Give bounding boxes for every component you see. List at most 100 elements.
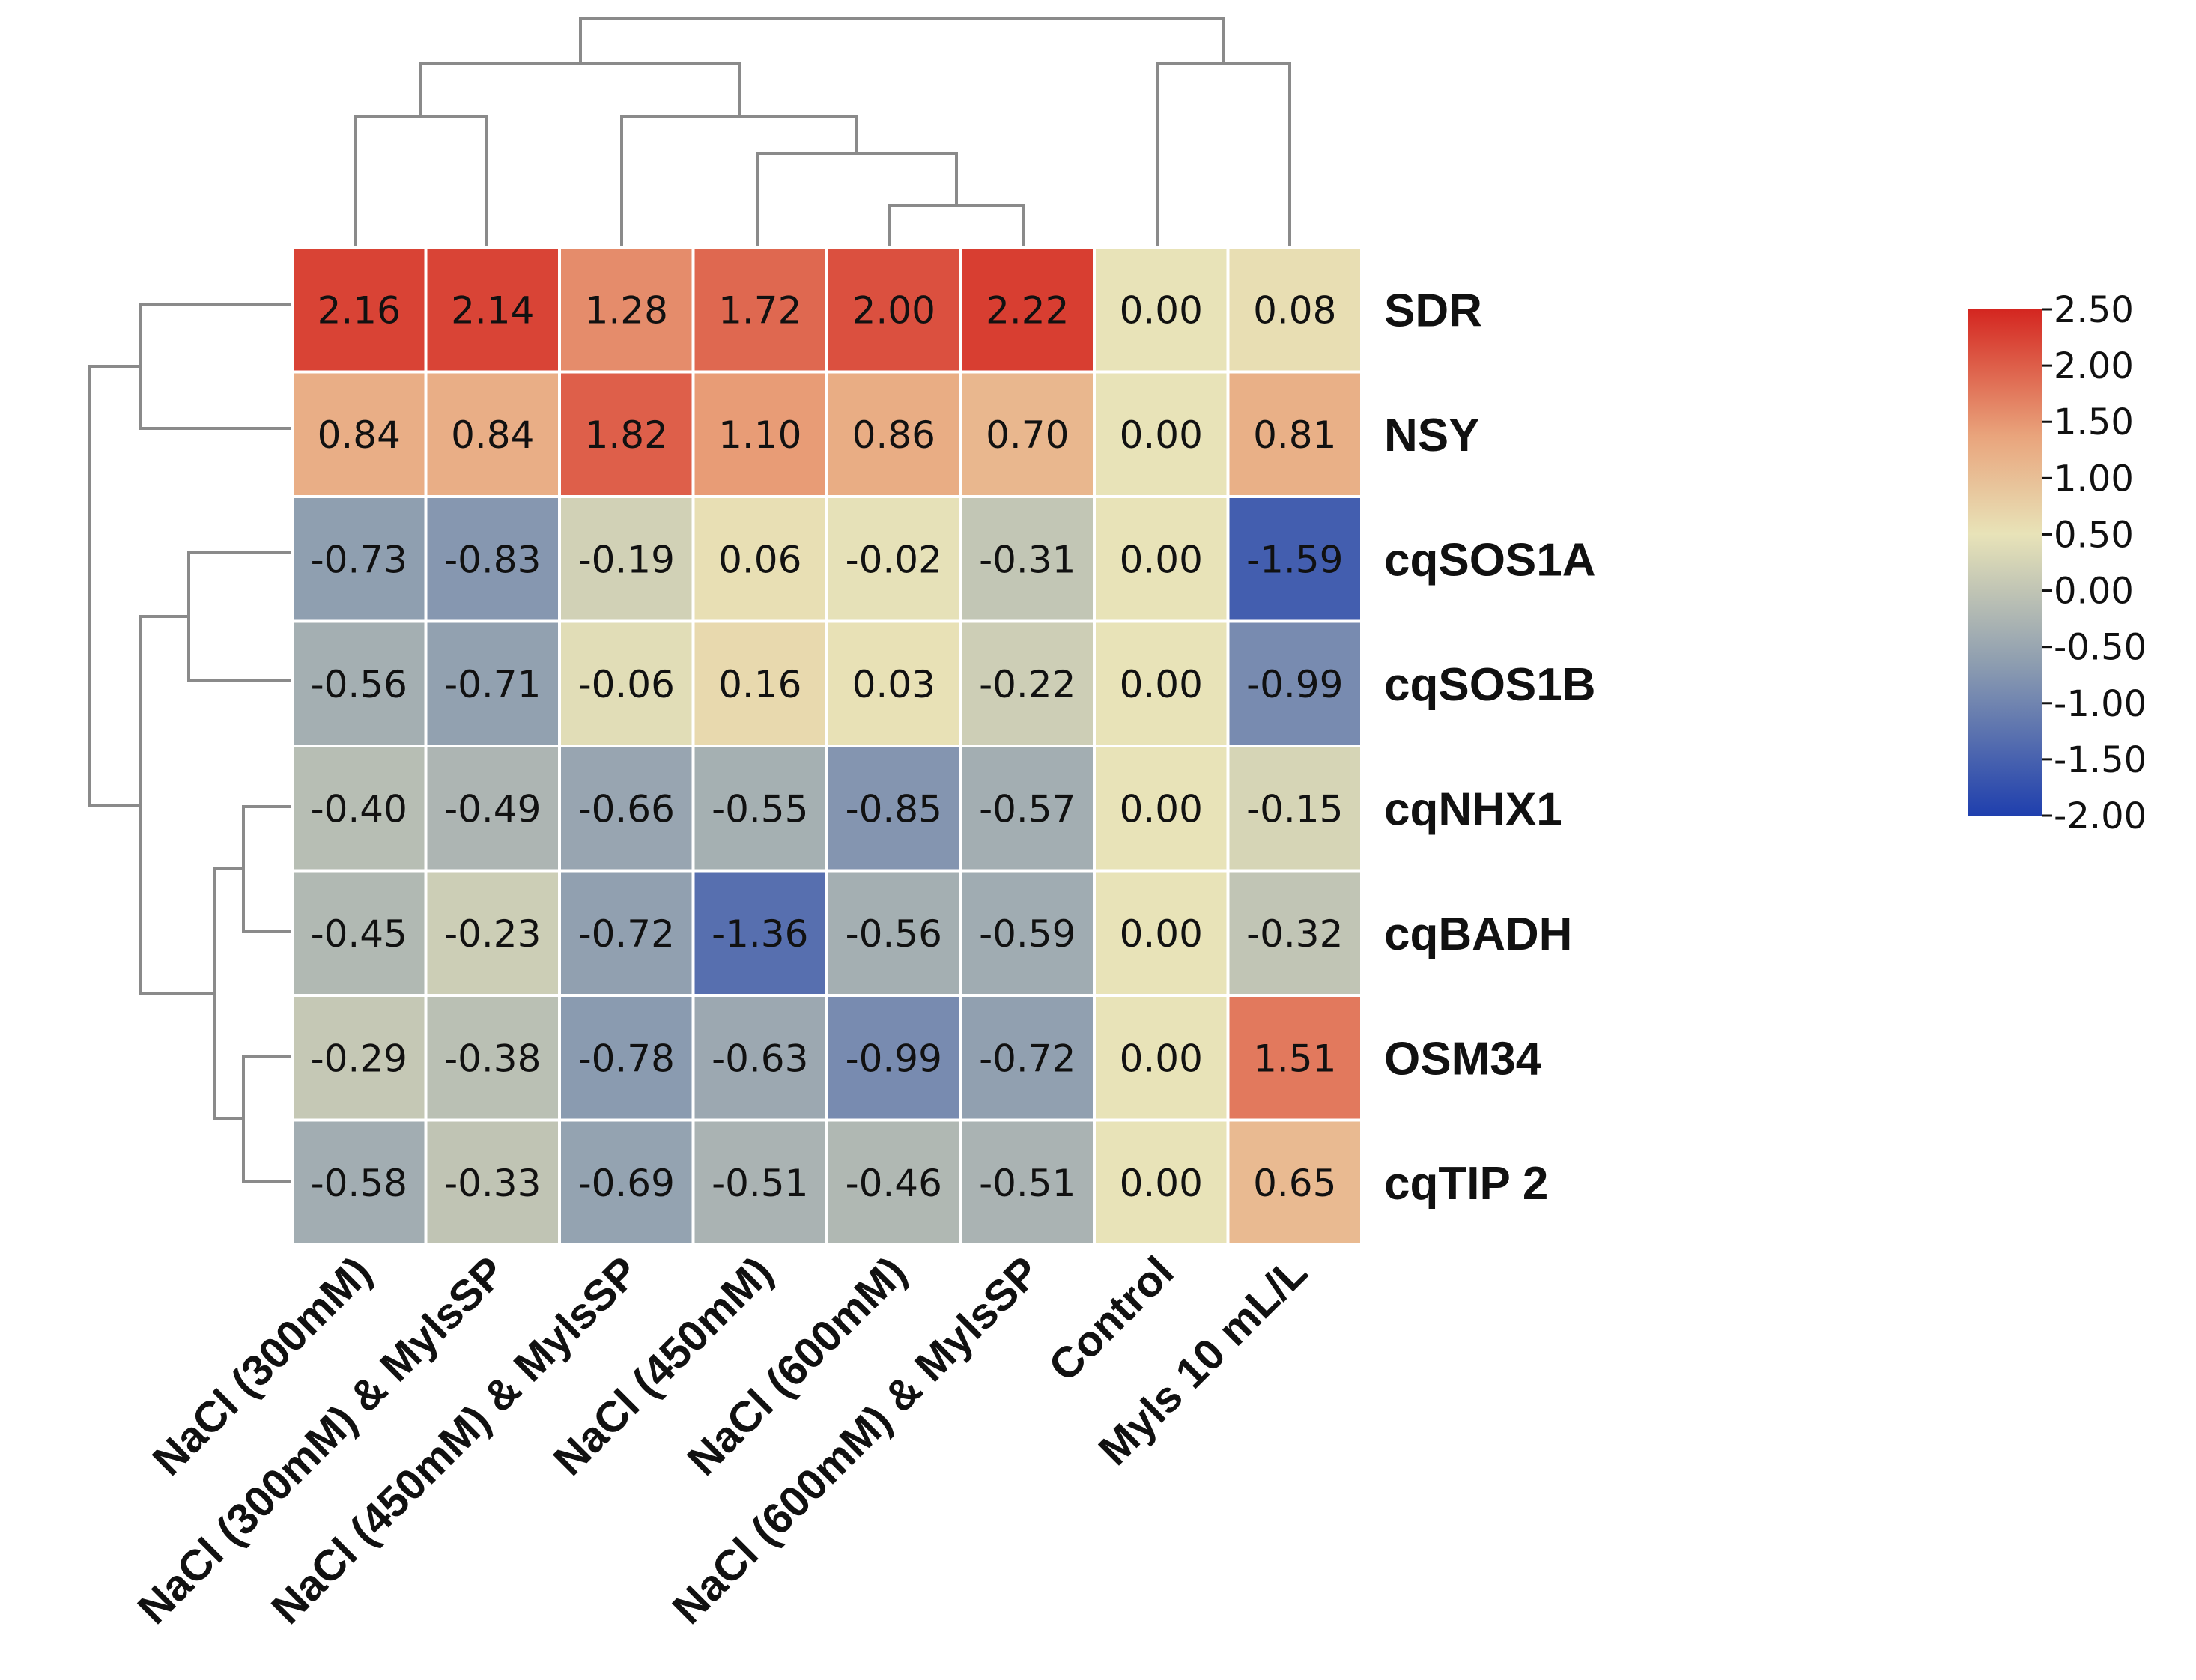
cell-value-label: 1.51 <box>1253 1037 1336 1080</box>
cell-value-label: -0.32 <box>1246 912 1343 956</box>
row-labels: SDR NSY cqSOS1A cqSOS1B cqNHX1 cqBADH OSM34 cqT… <box>1384 285 1596 1210</box>
row-label: cqNHX1 <box>1384 783 1562 835</box>
heatmap-cell <box>959 495 1096 623</box>
heatmap-cell <box>291 246 428 374</box>
heatmap-cell <box>1226 869 1363 997</box>
heatmap-cell <box>1226 745 1363 873</box>
cell-value-label: 2.16 <box>318 288 401 332</box>
row-label: cqSOS1A <box>1384 534 1596 586</box>
row-label: cqBADH <box>1384 909 1572 960</box>
heatmap-cell <box>825 619 962 747</box>
cell-value-label: 0.65 <box>1253 1162 1336 1205</box>
heatmap-cell <box>959 869 1096 997</box>
cell-value-label: -0.19 <box>578 538 675 581</box>
cell-value-label: -0.72 <box>578 912 675 956</box>
heatmap-cell <box>691 1118 828 1246</box>
cell-value-label: 0.84 <box>451 413 534 457</box>
heatmap-cell <box>424 370 561 498</box>
heatmap-cell <box>959 994 1096 1122</box>
cell-value-label: -0.58 <box>311 1162 407 1205</box>
color-bar: 2.50 2.00 1.50 1.00 0.50 0.00 -0.50 -1.00 -1.50 -… <box>1968 289 2147 837</box>
cell-value-label: -0.38 <box>444 1037 541 1080</box>
cell-value-label: -0.51 <box>712 1162 808 1205</box>
row-label: NSY <box>1384 410 1479 461</box>
heatmap-cell <box>291 1118 428 1246</box>
cell-value-label: -1.36 <box>712 912 808 956</box>
heatmap-cell <box>1093 619 1230 747</box>
column-dendrogram <box>354 17 1291 247</box>
heatmap-cell <box>691 619 828 747</box>
heatmap-cells: 2.16 2.14 1.28 1.72 2.00 2.22 0.00 0.08 0.84 0.84… <box>291 246 1363 1246</box>
color-bar-tick-label: 2.00 <box>2054 345 2134 387</box>
color-bar-tick-label: -2.00 <box>2054 795 2147 837</box>
color-bar-tick-label: -1.50 <box>2054 739 2147 781</box>
heatmap-cell <box>1226 495 1363 623</box>
cell-value-label: 0.86 <box>852 413 935 457</box>
color-bar-tick-label: 2.50 <box>2054 289 2134 331</box>
cell-value-label: -0.66 <box>578 787 675 831</box>
cell-value-label: 1.28 <box>585 288 668 332</box>
cell-value-label: -0.72 <box>979 1037 1076 1080</box>
heatmap-cell <box>558 869 695 997</box>
heatmap-cell <box>424 495 561 623</box>
cell-value-label: -0.63 <box>712 1037 808 1080</box>
cell-value-label: 0.00 <box>1120 1162 1203 1205</box>
cell-value-label: -0.22 <box>979 663 1076 706</box>
cell-value-label: 2.22 <box>986 288 1069 332</box>
color-bar-tick-label: -1.00 <box>2054 683 2147 725</box>
heatmap-cell <box>959 246 1096 374</box>
heatmap-cell <box>1093 994 1230 1122</box>
cell-value-label: -0.40 <box>311 787 407 831</box>
cell-value-label: -0.56 <box>846 912 942 956</box>
color-bar-tick-label: -0.50 <box>2054 627 2147 669</box>
cell-value-label: -0.69 <box>578 1162 675 1205</box>
cell-value-label: -0.15 <box>1246 787 1343 831</box>
heatmap-cell <box>691 745 828 873</box>
cell-value-label: -0.46 <box>846 1162 942 1205</box>
heatmap-cell <box>825 1118 962 1246</box>
cell-value-label: 0.70 <box>986 413 1069 457</box>
cell-value-label: 0.16 <box>718 663 801 706</box>
cell-value-label: -0.99 <box>1246 663 1343 706</box>
cell-value-label: -0.99 <box>846 1037 942 1080</box>
color-bar-tick-label: 0.00 <box>2054 571 2134 613</box>
cell-value-label: -0.59 <box>979 912 1076 956</box>
heatmap-cell <box>691 495 828 623</box>
heatmap-cell <box>424 869 561 997</box>
cell-value-label: -0.33 <box>444 1162 541 1205</box>
cell-value-label: -0.56 <box>311 663 407 706</box>
heatmap-cell <box>1093 495 1230 623</box>
cell-value-label: -0.02 <box>846 538 942 581</box>
cell-value-label: 0.08 <box>1253 288 1336 332</box>
cell-value-label: 2.14 <box>451 288 534 332</box>
cell-value-label: -0.71 <box>444 663 541 706</box>
heatmap-cell <box>1093 745 1230 873</box>
cell-value-label: -0.83 <box>444 538 541 581</box>
cell-value-label: -0.49 <box>444 787 541 831</box>
heatmap-cell <box>825 994 962 1122</box>
cell-value-label: -0.85 <box>846 787 942 831</box>
cell-value-label: 0.84 <box>318 413 401 457</box>
heatmap-cell <box>959 370 1096 498</box>
color-bar-ticks: 2.50 2.00 1.50 1.00 0.50 0.00 -0.50 -1.00 -1.50 -… <box>2042 289 2147 837</box>
heatmap-cell <box>1226 246 1363 374</box>
cell-value-label: 0.06 <box>718 538 801 581</box>
heatmap-cell <box>424 246 561 374</box>
heatmap-cell <box>1093 869 1230 997</box>
row-label: OSM34 <box>1384 1033 1542 1085</box>
row-label: SDR <box>1384 285 1482 336</box>
cell-value-label: 0.00 <box>1120 288 1203 332</box>
cell-value-label: -0.78 <box>578 1037 675 1080</box>
heatmap-cell <box>291 994 428 1122</box>
cell-value-label: -0.23 <box>444 912 541 956</box>
row-dendrogram <box>88 303 292 1183</box>
cell-value-label: 0.00 <box>1120 663 1203 706</box>
heatmap-cell <box>1226 370 1363 498</box>
cell-value-label: -0.45 <box>311 912 407 956</box>
cell-value-label: -0.06 <box>578 663 675 706</box>
heatmap-cell <box>959 1118 1096 1246</box>
cell-value-label: -0.31 <box>979 538 1076 581</box>
cell-value-label: 0.03 <box>852 663 935 706</box>
heatmap-cell <box>558 1118 695 1246</box>
